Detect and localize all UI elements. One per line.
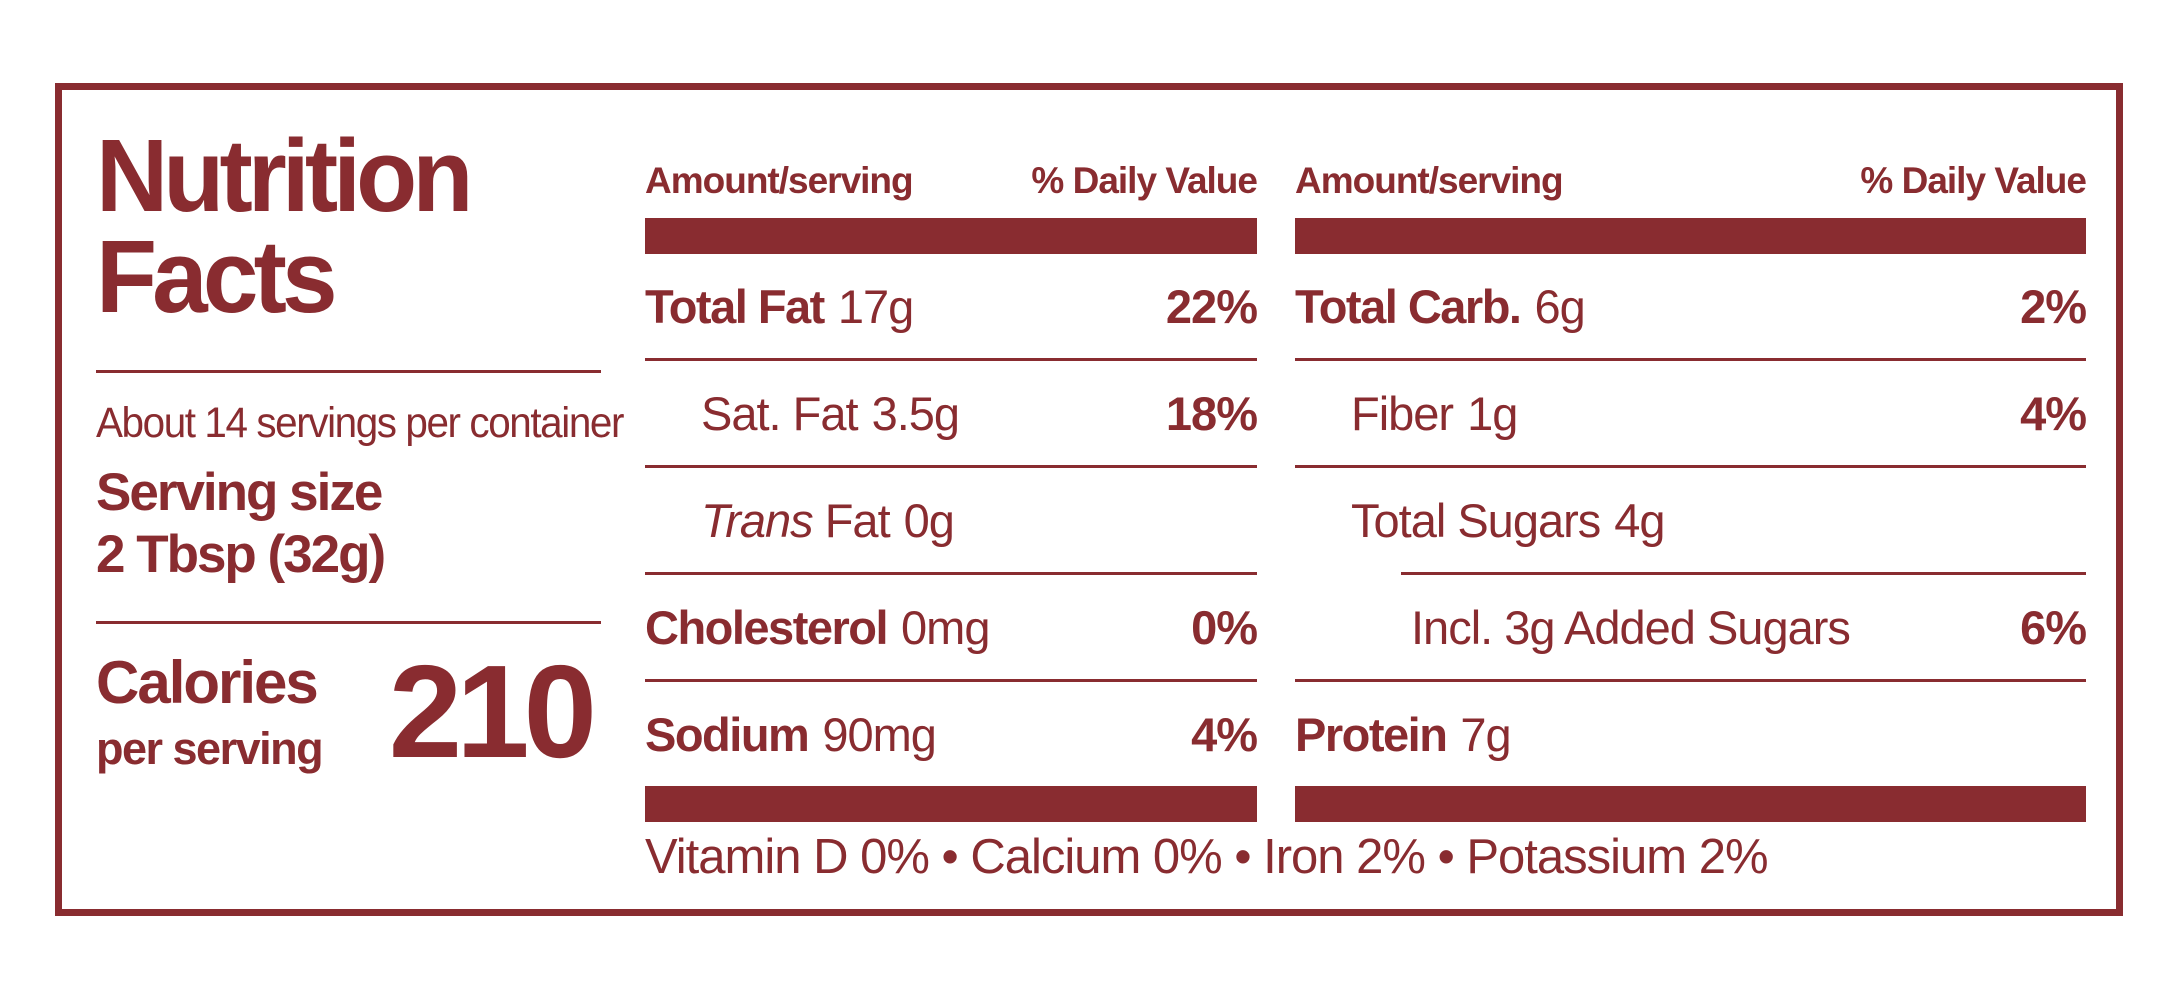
left-divider-top xyxy=(96,369,601,373)
nutrition-facts-label: Nutrition Facts About 14 servings per co… xyxy=(55,83,2123,916)
thick-bar xyxy=(1295,786,2086,822)
row-divider xyxy=(645,465,1257,468)
row-protein: Protein 7g xyxy=(1295,707,1512,761)
label-left-section: Nutrition Facts About 14 servings per co… xyxy=(96,112,624,891)
serving-size-value: 2 Tbsp (32g) xyxy=(96,525,386,585)
daily-value-header: % Daily Value xyxy=(1860,160,2087,201)
row-divider xyxy=(645,358,1257,361)
amount-serving-header: Amount/serving xyxy=(1295,160,1564,201)
row-divider xyxy=(645,572,1257,575)
column-header: Amount/serving % Daily Value xyxy=(645,112,1258,218)
thick-bar xyxy=(645,786,1257,822)
label-title-line1: Nutrition xyxy=(96,118,473,233)
row-sat-fat: Sat. Fat 3.5g 18% xyxy=(701,386,1258,440)
nutrient-column-carb: Amount/serving % Daily Value Total Carb.… xyxy=(1295,112,2087,822)
calories-value: 210 xyxy=(388,637,597,785)
row-cholesterol: Cholesterol 0mg 0% xyxy=(645,600,1258,654)
calories-block: Calories per serving 210 xyxy=(96,637,601,785)
nutrient-column-fat: Amount/serving % Daily Value Total Fat 17… xyxy=(645,112,1258,822)
label-title: Nutrition Facts xyxy=(96,118,586,334)
column-header: Amount/serving % Daily Value xyxy=(1295,112,2087,218)
row-total-fat: Total Fat 17g 22% xyxy=(645,279,1258,333)
row-total-carb: Total Carb. 6g 2% xyxy=(1295,279,2087,333)
row-sodium: Sodium 90mg 4% xyxy=(645,707,1258,761)
row-trans-fat: Trans Fat 0g xyxy=(701,493,955,547)
left-divider-bottom xyxy=(96,620,601,624)
calories-label: Calories xyxy=(96,649,319,717)
row-divider xyxy=(1295,358,2086,361)
label-title-line2: Facts xyxy=(96,218,338,334)
servings-per-container-text: About 14 servings per container xyxy=(96,398,624,447)
row-fiber: Fiber 1g 4% xyxy=(1351,386,2087,440)
serving-size-label: Serving size xyxy=(96,462,383,522)
thick-bar xyxy=(645,218,1257,254)
serving-size-block: Serving size 2 Tbsp (32g) xyxy=(96,462,601,587)
row-added-sugars: Incl. 3g Added Sugars 6% xyxy=(1411,600,2087,654)
row-divider xyxy=(1295,465,2086,468)
thick-bar xyxy=(1295,218,2086,254)
daily-value-header: % Daily Value xyxy=(1031,160,1258,201)
micronutrients-line: Vitamin D 0% • Calcium 0% • Iron 2% • Po… xyxy=(645,829,1769,884)
row-divider xyxy=(645,679,1257,682)
row-divider xyxy=(1295,679,2086,682)
amount-serving-header: Amount/serving xyxy=(645,160,914,201)
row-divider-indented xyxy=(1401,572,2086,575)
calories-sublabel: per serving xyxy=(96,723,324,775)
row-total-sugars: Total Sugars 4g xyxy=(1351,493,1666,547)
nutrient-panel: Amount/serving % Daily Value Total Fat 17… xyxy=(645,112,2087,891)
